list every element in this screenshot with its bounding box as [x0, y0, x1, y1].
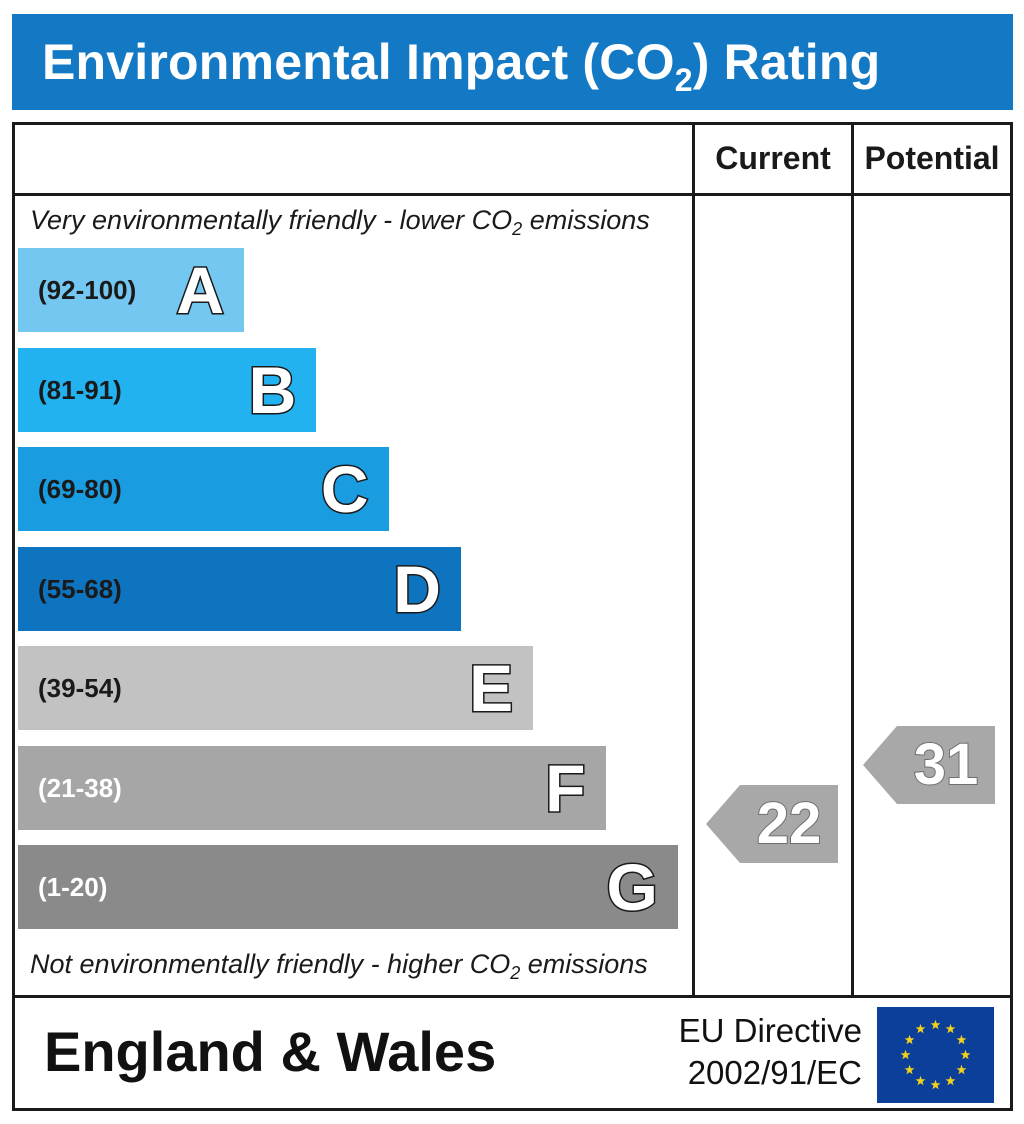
eu-star-icon: [956, 1034, 967, 1045]
band-range-label: (55-68): [38, 573, 122, 604]
header-divider: [12, 193, 1013, 196]
band-range-label: (1-20): [38, 872, 108, 902]
region-label: England & Wales: [44, 1020, 497, 1083]
eu-star-icon: [904, 1034, 915, 1045]
band-range-label: (81-91): [38, 374, 122, 405]
eu-star-icon: [945, 1023, 956, 1034]
note-bottom: Not environmentally friendly - higher CO…: [30, 949, 648, 983]
eu-star-icon: [960, 1049, 971, 1060]
band-g: (1-20) G: [18, 845, 678, 929]
potential-arrow-shape: [863, 726, 995, 805]
band-d: (55-68) D: [18, 546, 461, 631]
band-c: (69-80) C: [18, 447, 389, 531]
eu-star-icon: [945, 1075, 956, 1086]
current-arrow-shape: [706, 785, 838, 864]
eu-star-icon: [930, 1019, 941, 1030]
band-f: (21-38) F: [18, 745, 606, 830]
current-rating-value: 22: [756, 790, 823, 857]
potential-rating-value: 31: [913, 731, 980, 798]
potential-rating-arrow: 31: [863, 726, 995, 805]
band-a: (92-100) A: [18, 248, 244, 332]
eu-flag-icon: [877, 1007, 994, 1103]
footer-divider: [12, 995, 1013, 998]
band-range-label: (92-100): [38, 275, 137, 305]
band-e: (39-54) E: [18, 646, 534, 730]
eu-star-icon: [956, 1064, 967, 1075]
eu-star-icon: [915, 1023, 926, 1034]
band-letter: E: [468, 650, 515, 727]
note-top: Very environmentally friendly - lower CO…: [30, 205, 650, 239]
eu-star-icon: [930, 1079, 941, 1090]
band-b: (81-91) B: [18, 347, 317, 432]
eu-star-icon: [904, 1064, 915, 1075]
band-letter: D: [392, 550, 443, 627]
divider-potential: [851, 122, 854, 998]
directive-line1: EU Directive: [678, 1012, 862, 1049]
directive-line2: 2002/91/EC: [687, 1054, 862, 1091]
band-letter: G: [605, 849, 659, 926]
band-range-label: (39-54): [38, 673, 122, 703]
eu-directive: EU Directive 2002/91/EC: [640, 1010, 862, 1094]
title-bar: Environmental Impact (CO2) Rating: [12, 14, 1013, 110]
rating-frame: [12, 122, 1013, 1111]
chart-title: Environmental Impact (CO2) Rating: [42, 34, 881, 98]
band-letter: A: [175, 252, 226, 329]
band-letter: B: [247, 351, 298, 428]
current-rating-arrow: 22: [706, 785, 838, 864]
column-header-current: Current: [715, 140, 831, 176]
column-header-potential: Potential: [864, 140, 1000, 176]
eu-star-icon: [900, 1049, 911, 1060]
band-letter: C: [319, 451, 370, 528]
eu-star-icon: [915, 1075, 926, 1086]
band-range-label: (69-80): [38, 474, 122, 504]
band-letter: F: [544, 749, 587, 826]
band-range-label: (21-38): [38, 772, 122, 803]
divider-current: [692, 122, 695, 998]
